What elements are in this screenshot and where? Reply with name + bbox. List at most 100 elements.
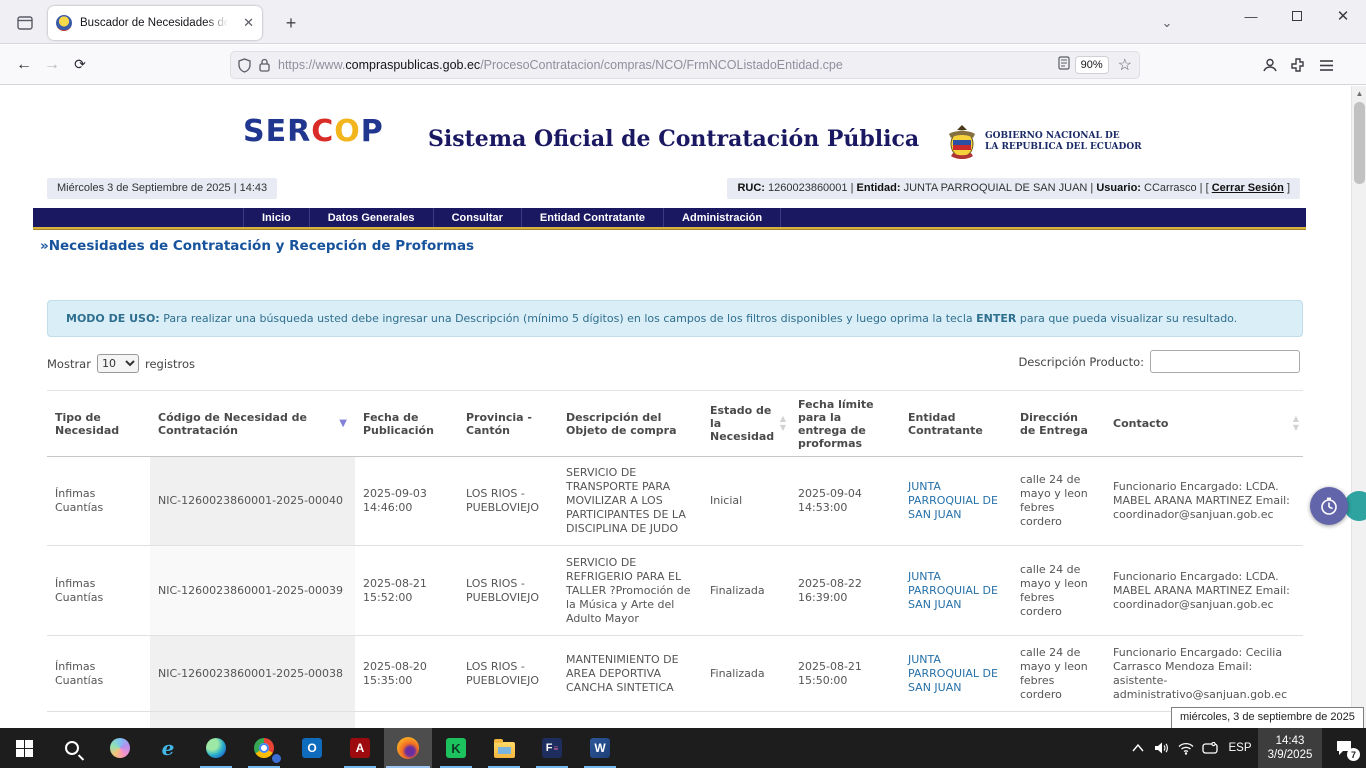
col-header-tipo[interactable]: Tipo de Necesidad [47,390,150,457]
edge-icon [206,738,226,758]
extensions-icon[interactable] [1284,51,1312,79]
tab-title: Buscador de Necesidades de Co [80,17,228,29]
records-per-page-select[interactable]: 10 [96,354,139,373]
cortana-icon [110,738,130,758]
bookmark-star-icon[interactable]: ☆ [1117,57,1132,74]
kaspersky-icon: K [446,738,466,758]
col-header-contacto[interactable]: Contacto ▲ ▼ [1105,390,1303,457]
taskbar-kaspersky-button[interactable]: K [432,728,480,768]
url-bar[interactable]: https://www.compraspublicas.gob.ec/Proce… [230,51,1140,79]
system-tray: ESP 14:43 3/9/2025 7 [1126,728,1366,768]
col-header-codigo[interactable]: Código de Necesidad de Contratación ▼ [150,390,355,457]
fes-app-icon: F ≡ [542,738,562,758]
main-menu: Inicio Datos Generales Consultar Entidad… [33,208,1306,227]
entity-link[interactable]: JUNTA PARROQUIAL DE SAN JUAN [908,480,998,521]
taskbar-clock[interactable]: 14:43 3/9/2025 [1258,728,1322,768]
page-content: SERCOP Sistema Oficial de Contratación P… [0,86,1366,728]
wifi-icon[interactable] [1174,728,1198,768]
chrome-icon [254,738,274,758]
section-title: »Necesidades de Contratación y Recepción… [40,238,475,254]
table-row: Ínfimas Cuantías NIC-1260023860001-2025-… [47,635,1303,712]
reload-button[interactable]: ⟳ [74,56,86,72]
menu-item-administracion[interactable]: Administración [663,208,782,227]
col-header-provincia[interactable]: Provincia - Cantón [458,390,558,457]
menu-hamburger-icon[interactable] [1312,51,1340,79]
acrobat-icon: A [350,738,370,758]
taskbar-search-button[interactable] [48,728,96,768]
window-minimize-button[interactable]: — [1244,8,1258,24]
notification-icon [1337,741,1351,755]
language-indicator[interactable]: ESP [1228,742,1252,754]
taskbar-firefox-button[interactable] [384,728,432,768]
internet-explorer-icon: e [161,736,175,760]
lock-icon[interactable] [259,58,270,72]
show-label: Mostrar [47,356,91,371]
taskbar-file-explorer-button[interactable] [480,728,528,768]
sort-neutral-icon: ▲ ▼ [1292,413,1299,432]
usage-info-box: MODO DE USO: Para realizar una búsqueda … [47,300,1303,337]
taskbar-word-button[interactable]: W [576,728,624,768]
taskbar-chrome-button[interactable] [240,728,288,768]
entity-link[interactable]: JUNTA PARROQUIAL DE SAN JUAN [908,652,998,694]
firefox-view-icon[interactable] [12,10,38,36]
tab-close-icon[interactable]: ✕ [243,15,254,30]
floating-timer-widget[interactable] [1310,487,1348,525]
entity-link[interactable]: JUNTA PARROQUIAL DE SAN JUAN [908,569,998,611]
browser-tab[interactable]: Buscador de Necesidades de Co ✕ [48,6,262,40]
start-button[interactable] [0,728,48,768]
zoom-level-badge[interactable]: 90% [1075,57,1108,73]
outlook-icon: O [302,738,322,758]
list-all-tabs-icon[interactable]: ⌄ [1161,15,1173,30]
scrollbar-thumb[interactable] [1354,102,1365,184]
product-filter-label: Descripción Producto: [1018,354,1144,369]
new-tab-button[interactable]: + [285,12,297,33]
col-header-fecha-limite[interactable]: Fecha límite para la entrega de proforma… [790,390,900,457]
col-header-fecha-pub[interactable]: Fecha de Publicación [355,390,458,457]
taskbar-fes-app-button[interactable]: F ≡ [528,728,576,768]
browser-tab-strip: Buscador de Necesidades de Co ✕ + ⌄ — ✕ [0,0,1366,44]
results-table: Tipo de Necesidad Código de Necesidad de… [47,390,1303,728]
col-header-direccion[interactable]: Dirección de Entrega [1012,390,1105,457]
tracking-shield-icon[interactable] [238,57,251,73]
back-button[interactable]: ← [16,55,32,73]
col-header-estado[interactable]: Estado de la Necesidad ▲ ▼ [702,390,790,457]
meet-now-icon[interactable] [1198,728,1222,768]
taskbar-ie-button[interactable]: e [144,728,192,768]
col-header-entidad[interactable]: Entidad Contratante [900,390,1012,457]
taskbar-cortana-button[interactable] [96,728,144,768]
volume-icon[interactable] [1150,728,1174,768]
notification-count-badge: 7 [1347,748,1360,761]
search-icon [65,741,79,755]
account-icon[interactable] [1256,51,1284,79]
product-filter-input[interactable] [1150,350,1300,373]
results-table-wrap: Tipo de Necesidad Código de Necesidad de… [47,390,1303,728]
sort-descending-icon: ▼ [339,417,347,429]
url-text: https://www.compraspublicas.gob.ec/Proce… [278,58,843,72]
page-title-header: Sistema Oficial de Contratación Pública [428,126,920,152]
page-scrollbar[interactable]: ▲ ▼ [1351,86,1366,728]
menu-item-entidad-contratante[interactable]: Entidad Contratante [520,208,663,227]
reader-mode-icon[interactable] [1058,55,1070,75]
window-maximize-button[interactable] [1274,0,1320,32]
logout-link[interactable]: Cerrar Sesión [1211,182,1284,194]
menu-item-consultar[interactable]: Consultar [432,208,521,227]
taskbar-edge-button[interactable] [192,728,240,768]
col-header-descripcion[interactable]: Descripción del Objeto de compra [558,390,702,457]
table-row: Ínfimas Cuantías NIC-1260023860001-2025-… [47,456,1303,546]
floating-secondary-widget[interactable] [1344,491,1366,521]
ecuador-coat-of-arms [949,125,975,159]
scroll-up-arrow[interactable]: ▲ [1355,89,1364,98]
session-bar: RUC: 1260023860001 | Entidad: JUNTA PARR… [727,178,1300,199]
action-center-button[interactable]: 7 [1322,728,1366,768]
forward-button[interactable]: → [44,55,60,73]
tray-chevron-icon[interactable] [1126,728,1150,768]
government-logo: GOBIERNO NACIONAL DE LA REPUBLICA DEL EC… [945,122,1142,162]
taskbar-acrobat-button[interactable]: A [336,728,384,768]
window-close-button[interactable]: ✕ [1336,8,1350,25]
taskbar: e O A K F ≡ W ESP 14:43 3/9/2025 [0,728,1366,768]
records-label: registros [144,356,196,371]
menu-item-inicio[interactable]: Inicio [243,208,309,227]
taskbar-outlook-button[interactable]: O [288,728,336,768]
menu-item-datos-generales[interactable]: Datos Generales [308,208,433,227]
